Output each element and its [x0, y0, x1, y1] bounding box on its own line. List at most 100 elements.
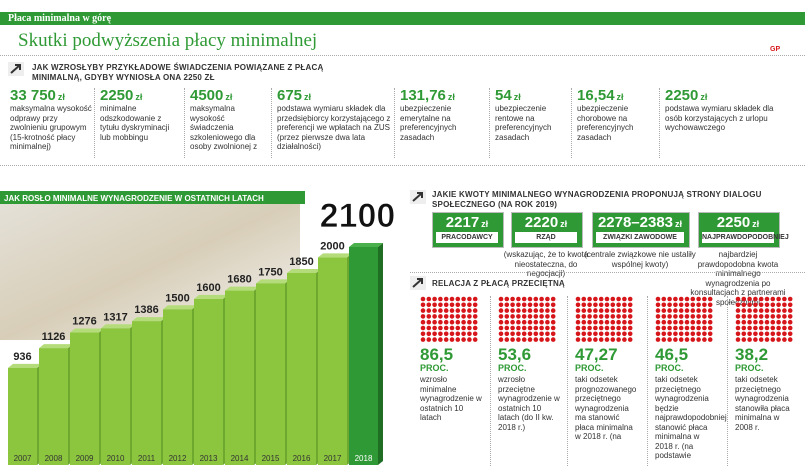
- dot: [598, 296, 604, 302]
- dot: [467, 337, 472, 342]
- dot: [735, 331, 741, 337]
- dot: [702, 337, 707, 342]
- value-label: 1680: [227, 274, 251, 286]
- dot: [764, 337, 770, 342]
- x-tick-label: 2018: [355, 454, 373, 463]
- dot: [707, 296, 713, 302]
- dot: [510, 325, 515, 331]
- dot: [770, 319, 776, 325]
- dot: [598, 325, 604, 331]
- dot: [455, 296, 461, 302]
- dot: [443, 296, 449, 302]
- bar: [349, 247, 378, 465]
- dot: [521, 314, 527, 319]
- dot: [461, 302, 466, 308]
- dot: [420, 302, 426, 308]
- dot: [455, 331, 461, 337]
- dot: [661, 308, 667, 313]
- dot: [461, 308, 466, 313]
- dot: [622, 319, 627, 325]
- dot: [673, 331, 678, 337]
- dot: [655, 331, 661, 337]
- dot: [655, 314, 661, 319]
- dot: [598, 314, 604, 319]
- dot: [581, 314, 587, 319]
- dot: [587, 325, 592, 331]
- column-divider: [94, 88, 95, 158]
- dot: [707, 337, 713, 342]
- dot: [467, 325, 472, 331]
- dot: [753, 337, 758, 342]
- proposals-heading: Jakie kwoty minimalnego wynagrodzenia pr…: [432, 190, 762, 209]
- dot: [432, 319, 437, 325]
- dot: [707, 302, 713, 308]
- dot: [420, 325, 426, 331]
- dot: [575, 308, 581, 313]
- dot: [575, 296, 581, 302]
- dot: [472, 302, 478, 308]
- column-divider: [571, 88, 572, 158]
- dot: [655, 319, 661, 325]
- x-tick-label: 2015: [262, 454, 280, 463]
- amount-value: 2250: [665, 87, 699, 104]
- amount-value: 2217: [445, 214, 480, 231]
- dot: [770, 296, 776, 302]
- amount-unit: zł: [616, 92, 624, 102]
- dot-grid: [498, 296, 556, 342]
- dot: [438, 331, 443, 337]
- dot: [575, 325, 581, 331]
- dot: [516, 308, 521, 313]
- dot: [787, 331, 793, 337]
- dot: [545, 308, 550, 313]
- dot: [521, 296, 527, 302]
- bar: [132, 321, 161, 465]
- dot: [776, 319, 781, 325]
- dot: [610, 331, 616, 337]
- amount-unit: zł: [135, 92, 143, 102]
- dot: [622, 314, 627, 319]
- dot: [678, 302, 684, 308]
- dot: [667, 319, 672, 325]
- dot-grid: [735, 296, 793, 342]
- dot: [782, 314, 787, 319]
- dot: [667, 296, 672, 302]
- dot: [521, 331, 527, 337]
- bar: [318, 257, 347, 465]
- dot: [575, 331, 581, 337]
- divider: [410, 272, 805, 273]
- dot: [432, 331, 437, 337]
- dot: [472, 331, 478, 337]
- relation-desc: wzrosło przeciętne wynagrodzenie w ostat…: [498, 375, 560, 432]
- dot: [782, 308, 787, 313]
- benefit-desc: podstawa wymiaru składek dla przedsiębio…: [277, 104, 391, 151]
- dot: [770, 314, 776, 319]
- dot: [753, 325, 758, 331]
- amount-value: 16,54: [577, 87, 615, 104]
- bar: [163, 309, 192, 465]
- amount-unit: zł: [304, 92, 312, 102]
- bar: [225, 290, 254, 465]
- value-label: 1500: [165, 292, 189, 304]
- dot: [661, 296, 667, 302]
- x-tick-label: 2008: [45, 454, 63, 463]
- dot: [461, 337, 466, 342]
- dot: [432, 296, 437, 302]
- dot: [449, 302, 455, 308]
- dot: [610, 314, 616, 319]
- dot: [467, 302, 472, 308]
- dot: [504, 325, 510, 331]
- dot: [678, 308, 684, 313]
- bar-top: [132, 317, 166, 322]
- dot: [702, 325, 707, 331]
- dot: [498, 325, 504, 331]
- dot: [539, 331, 544, 337]
- dot: [753, 308, 758, 313]
- bar-top: [256, 279, 290, 284]
- dot: [753, 319, 758, 325]
- dot: [498, 308, 504, 313]
- dot: [707, 331, 713, 337]
- amount-unit: zł: [752, 219, 760, 229]
- dot: [498, 337, 504, 342]
- dot: [539, 337, 544, 342]
- benefit-desc: maksymalna wysokość świadczenia szkoleni…: [190, 104, 258, 151]
